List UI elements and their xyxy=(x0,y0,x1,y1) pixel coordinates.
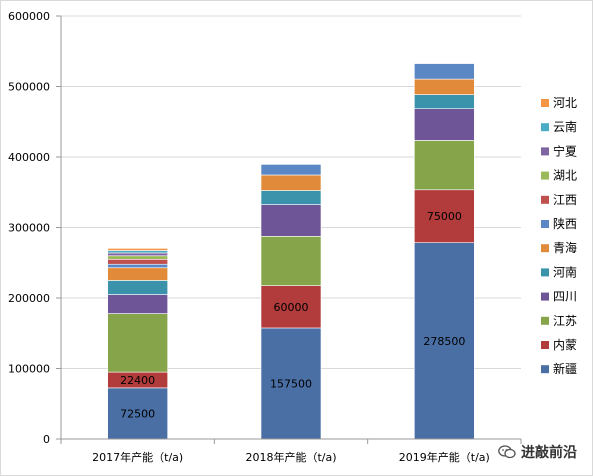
bar-segment xyxy=(414,63,475,80)
bar-segment xyxy=(107,280,168,295)
bar-segment xyxy=(260,174,322,191)
legend-swatch xyxy=(541,341,549,349)
bar-segment xyxy=(414,78,475,95)
legend-label: 陕西 xyxy=(553,216,577,231)
bars: 72500 22400 157500 60000 278500 75000 xyxy=(107,63,475,440)
y-tick-label: 300000 xyxy=(8,222,50,235)
x-category-label: 2019年产能（t/a) xyxy=(399,450,490,464)
y-tick-label: 600000 xyxy=(8,10,50,23)
bar-segment xyxy=(107,248,168,251)
bar-segment xyxy=(260,285,322,329)
wechat-icon xyxy=(498,445,516,459)
bar-segment xyxy=(414,108,475,141)
bar-segment xyxy=(107,294,168,314)
legend-swatch xyxy=(541,195,549,204)
legend-swatch xyxy=(541,365,549,374)
legend-label: 江苏 xyxy=(553,314,577,328)
bar-segment xyxy=(107,267,168,281)
legend-swatch xyxy=(541,220,549,228)
x-category-label: 2017年产能（t/a) xyxy=(92,450,183,464)
legend-label: 河北 xyxy=(553,96,577,110)
y-tick-label: 100000 xyxy=(8,363,50,376)
data-label: 157500 xyxy=(270,377,312,390)
legend-swatch xyxy=(541,244,549,253)
bar-segment xyxy=(414,94,475,110)
bar-segment xyxy=(107,258,168,265)
legend-label: 湖北 xyxy=(553,168,577,183)
legend-label: 宁夏 xyxy=(553,143,577,158)
bar-segment xyxy=(414,140,475,191)
data-label: 278500 xyxy=(423,335,465,348)
bar-segment xyxy=(107,387,168,440)
bar-segment xyxy=(260,164,322,176)
axes: 0 100000 200000 300000 400000 500000 600000 201… xyxy=(8,10,522,464)
legend-label: 江西 xyxy=(553,193,577,207)
watermark-text: 进敲前沿 xyxy=(521,445,577,461)
y-tick-label: 0 xyxy=(43,433,50,446)
bar-segment xyxy=(260,204,322,237)
legend-label: 四川 xyxy=(553,290,577,304)
data-label: 22400 xyxy=(120,374,155,387)
data-label: 72500 xyxy=(120,407,155,420)
bar-segment xyxy=(107,263,168,269)
legend-swatch xyxy=(541,147,549,156)
bar-segment xyxy=(107,255,168,260)
data-label: 60000 xyxy=(274,301,309,314)
bar-segment xyxy=(107,250,168,254)
legend-label: 河南 xyxy=(553,264,577,279)
bar-segment xyxy=(260,190,322,205)
data-label: 75000 xyxy=(427,210,462,223)
watermark: 进敲前沿 xyxy=(498,442,577,462)
bar-segment xyxy=(107,313,168,373)
y-tick-label: 500000 xyxy=(8,81,50,94)
legend-swatch xyxy=(541,316,549,325)
legend-label: 云南 xyxy=(553,119,577,134)
y-tick-label: 200000 xyxy=(8,292,50,305)
bar-segment xyxy=(260,236,322,286)
legend-swatch xyxy=(541,268,549,277)
legend-label: 内蒙 xyxy=(553,338,577,352)
legend-swatch xyxy=(541,99,549,107)
legend-swatch xyxy=(541,123,549,132)
bar-segment xyxy=(414,189,475,243)
legend-swatch xyxy=(541,171,549,180)
legend-swatch xyxy=(541,292,549,301)
y-tick-label: 400000 xyxy=(8,151,50,164)
legend-label: 新疆 xyxy=(553,361,577,376)
bar-segment xyxy=(107,252,168,257)
legend-label: 青海 xyxy=(553,240,577,255)
x-category-label: 2018年产能（t/a) xyxy=(245,450,336,464)
